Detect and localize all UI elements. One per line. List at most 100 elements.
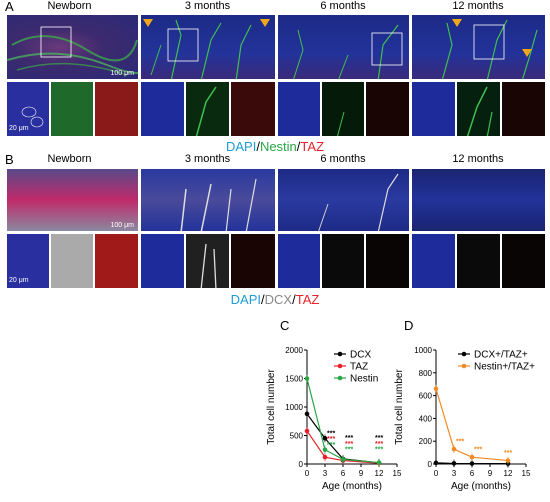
x-tick-label: 6 xyxy=(341,469,346,478)
panel-a-channel-legend: DAPI/Nestin/TAZ xyxy=(0,139,550,154)
significance-stars: *** xyxy=(345,441,353,448)
panel-a-6m-taz-inset xyxy=(365,81,410,137)
y-axis-label: Total cell number xyxy=(266,369,277,445)
x-tick-label: 3 xyxy=(452,469,457,478)
legend-dapi-a: DAPI xyxy=(225,139,257,154)
panel-a-3m-nestin-inset xyxy=(185,81,230,137)
panel-b-col-title-newborn: Newborn xyxy=(47,153,92,165)
panel-b-col-title-12m: 12 months xyxy=(452,153,504,165)
data-point-DCX+/TAZ+ xyxy=(451,461,457,466)
panel-a-3m-taz-inset xyxy=(230,81,276,137)
x-axis-label: Age (months) xyxy=(451,481,511,492)
x-axis-label: Age (months) xyxy=(322,481,382,492)
data-point-TAZ xyxy=(304,428,310,434)
x-tick-label: 15 xyxy=(393,469,402,478)
significance-stars: *** xyxy=(375,446,383,453)
data-point-DCX+/TAZ+ xyxy=(433,460,439,466)
y-tick-label: 800 xyxy=(419,369,433,378)
legend-marker xyxy=(337,375,343,381)
series-line-TAZ xyxy=(306,430,380,464)
y-tick-label: 0 xyxy=(299,460,304,469)
panel-a-scale-bar-label-large: 100 μm xyxy=(110,70,135,77)
panel-a-6m-dapi-inset xyxy=(277,81,321,137)
panel-a-6m-overview-image xyxy=(277,14,410,80)
chart-d: D 0 200 400 600 800 1000 0 3 6 9 12 15 Age (months) To… xyxy=(394,318,535,492)
legend-marker xyxy=(461,351,467,357)
panel-b-col-title-3m: 3 months xyxy=(184,153,231,165)
y-tick-label: 1000 xyxy=(285,403,303,412)
panel-a-label: A xyxy=(5,0,14,14)
legend-sep-a1: / xyxy=(256,139,260,154)
y-tick-label: 500 xyxy=(290,432,304,441)
data-point-Nestin xyxy=(304,376,310,381)
chart-panel-letter: C xyxy=(280,318,289,333)
series-line-Nestin xyxy=(306,378,380,464)
panel-b-newborn-taz-inset xyxy=(94,233,139,289)
data-point-Nestin+/TAZ+ xyxy=(433,386,439,392)
significance-stars: *** xyxy=(375,441,383,448)
y-tick-label: 600 xyxy=(419,392,433,401)
significance-stars: *** xyxy=(327,431,335,438)
panel-a-12m-dapi-inset xyxy=(411,81,456,137)
significance-stars: *** xyxy=(327,442,335,449)
data-point-Nestin+/TAZ+ xyxy=(505,458,511,463)
panel-a-scale-bar-label-small: 20 μm xyxy=(9,125,29,132)
legend-sep-b2: / xyxy=(292,292,296,307)
data-point-DCX+/TAZ+ xyxy=(469,461,475,466)
panel-a-newborn-nestin-inset xyxy=(50,81,94,137)
panel-a-12m-nestin-inset xyxy=(456,81,501,137)
panel-b-6m-dcx-inset xyxy=(321,233,365,289)
x-tick-label: 12 xyxy=(375,469,384,478)
series-line-DCX+/TAZ+ xyxy=(435,462,509,465)
x-tick-label: 6 xyxy=(470,469,475,478)
panel-a-col-title-newborn: Newborn xyxy=(47,0,92,12)
significance-stars: *** xyxy=(345,446,353,453)
panel-b-12m-dcx-inset xyxy=(456,233,501,289)
data-point-Nestin+/TAZ+ xyxy=(469,454,475,460)
panel-b-3m-dcx-inset xyxy=(185,233,230,289)
panel-b-6m-dapi-inset xyxy=(277,233,321,289)
x-tick-label: 0 xyxy=(305,469,310,478)
y-tick-label: 1000 xyxy=(414,346,432,355)
significance-stars: *** xyxy=(504,450,512,457)
data-point-TAZ xyxy=(322,454,328,460)
significance-stars: *** xyxy=(375,435,383,442)
chart-panel-letter: D xyxy=(404,318,413,333)
panel-a-newborn-overview-image: 100 μm xyxy=(6,14,139,80)
legend-marker xyxy=(337,363,343,369)
panel-b-3m-taz-inset xyxy=(230,233,276,289)
panel-a-12m-taz-inset xyxy=(501,81,546,137)
panel-a-6m-nestin-inset xyxy=(321,81,365,137)
x-tick-label: 12 xyxy=(504,469,513,478)
y-tick-label: 2000 xyxy=(285,346,303,355)
legend-taz-a: TAZ xyxy=(300,139,325,154)
panel-b-scale-bar-label-small: 20 μm xyxy=(9,277,29,284)
significance-stars: *** xyxy=(456,438,464,445)
data-point-Nestin xyxy=(376,460,382,465)
data-point-Nestin xyxy=(340,457,346,462)
panel-a-col-title-6m: 6 months xyxy=(320,0,366,12)
panel-a-col-title-12m: 12 months xyxy=(452,0,504,12)
legend-label: DCX+/TAZ+ xyxy=(474,350,528,361)
chart-c: C 0 500 1000 1500 2000 0 3 6 9 12 15 Age (months) Tot… xyxy=(266,318,402,492)
panel-b-6m-taz-inset xyxy=(365,233,410,289)
significance-stars: *** xyxy=(345,435,353,442)
panel-b-newborn-overview-image: 100 μm xyxy=(6,168,139,232)
panel-a-col-title-3m: 3 months xyxy=(184,0,231,12)
panel-a-newborn-taz-inset xyxy=(94,81,139,137)
x-tick-label: 0 xyxy=(434,469,439,478)
x-tick-label: 15 xyxy=(522,469,531,478)
legend-sep-a2: / xyxy=(296,139,301,154)
data-point-Nestin xyxy=(322,447,328,453)
y-tick-label: 400 xyxy=(419,414,433,423)
data-point-DCX xyxy=(322,436,328,441)
panel-b-12m-taz-inset xyxy=(501,233,546,289)
panel-b-12m-overview-image xyxy=(411,168,546,232)
y-tick-label: 200 xyxy=(419,437,433,446)
x-tick-label: 9 xyxy=(359,469,364,478)
y-axis-label: Total cell number xyxy=(394,369,405,445)
legend-marker xyxy=(461,363,467,369)
data-point-Nestin+/TAZ+ xyxy=(451,446,457,452)
legend-sep-b1: / xyxy=(261,292,265,307)
legend-nestin-a: Nestin xyxy=(259,139,297,154)
